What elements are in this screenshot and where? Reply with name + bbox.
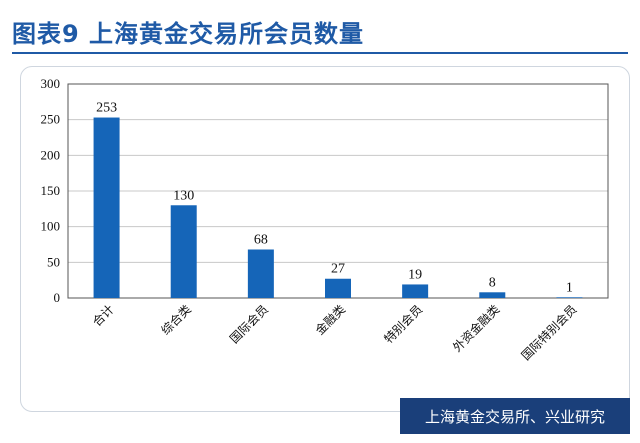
- bar-6: [479, 292, 506, 298]
- bar-4: [325, 278, 351, 298]
- y-tick-label: 50: [47, 254, 60, 269]
- title-divider: [12, 52, 628, 54]
- data-label: 253: [96, 101, 117, 116]
- bar-1: [93, 117, 120, 298]
- category-label: 综合类: [158, 302, 194, 338]
- bar-5: [402, 284, 429, 298]
- figure-title: 图表9 上海黄金交易所会员数量: [12, 20, 365, 48]
- data-label: 68: [254, 232, 268, 247]
- y-tick-label: 100: [41, 219, 61, 234]
- y-tick-label: 150: [41, 183, 61, 198]
- data-label: 27: [331, 262, 345, 277]
- bar-2: [170, 205, 197, 298]
- category-label: 国际会员: [227, 302, 271, 346]
- bars: [93, 117, 583, 298]
- bar-3: [247, 249, 274, 298]
- data-label: 8: [489, 275, 496, 290]
- data-label: 19: [408, 267, 422, 282]
- bar-chart: 050100150200250300 2531306827 198 1 合计 综合类国…: [41, 76, 609, 364]
- bar-7: [556, 297, 583, 298]
- y-tick-label: 300: [41, 76, 61, 91]
- y-axis-ticks: 0 50 100 150 200 250 300: [41, 76, 61, 305]
- category-labels: 合计 综合类 国际会员 金融类 特别会员 外资金融类 国际特别会员: [89, 302, 579, 364]
- y-tick-label: 0: [54, 290, 61, 305]
- data-label: 130: [173, 188, 194, 203]
- category-label: 合计: [89, 302, 117, 330]
- category-label: 特别会员: [381, 302, 426, 347]
- gridlines: [68, 119, 608, 263]
- data-label: 1: [566, 280, 573, 295]
- data-labels: 253 130 68 27 19 8 1: [96, 101, 573, 296]
- chart-panel: [20, 66, 630, 412]
- source-banner: 上海黄金交易所、兴业研究: [400, 398, 630, 434]
- category-label: 外资金融类: [449, 302, 502, 355]
- y-tick-label: 250: [41, 112, 61, 127]
- category-label: 国际特别会员: [518, 302, 580, 364]
- category-label: 金融类: [312, 302, 348, 338]
- y-tick-label: 200: [41, 147, 61, 162]
